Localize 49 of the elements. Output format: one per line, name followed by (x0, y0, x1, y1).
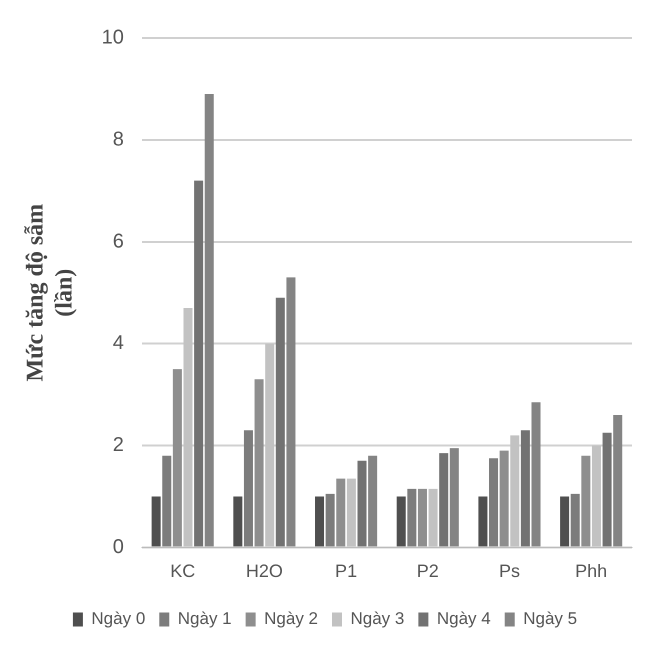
x-tick-label: KC (170, 561, 196, 582)
x-tick-label: Ps (498, 561, 520, 582)
bar (172, 369, 182, 546)
y-axis-title: Mức tăng độ sẫm (lần) (22, 204, 78, 382)
bar (450, 448, 459, 546)
x-tick-label: P1 (335, 561, 358, 582)
y-tick-label: 0 (112, 536, 124, 558)
bar (194, 180, 204, 546)
bar (560, 496, 570, 546)
bar (326, 494, 335, 546)
bar (357, 460, 367, 546)
bar (152, 496, 161, 546)
y-tick-label: 10 (102, 26, 124, 49)
legend-label: Ngày 4 (436, 609, 491, 628)
y-tick-label: 2 (112, 434, 124, 456)
legend-label: Ngày 2 (264, 609, 318, 628)
bar (570, 494, 580, 546)
y-tick-label: 4 (112, 332, 124, 354)
bar (233, 496, 242, 546)
bar (315, 496, 324, 546)
bar (336, 478, 346, 546)
bar (613, 414, 622, 546)
bar (368, 456, 378, 546)
bar (520, 430, 530, 546)
bar (276, 298, 285, 546)
x-tick-label: P2 (416, 561, 439, 582)
y-tick-label: 8 (112, 128, 124, 150)
bar (244, 430, 253, 546)
bar (602, 432, 612, 546)
x-tick-label: Phh (575, 561, 608, 582)
legend-label: Ngày 5 (523, 609, 578, 628)
bar (532, 402, 541, 546)
bar (439, 453, 448, 546)
bar (396, 496, 406, 546)
bar (418, 488, 427, 546)
x-tick-label: H2O (246, 561, 283, 582)
bar (489, 458, 498, 546)
bar (407, 488, 416, 546)
bar (286, 277, 296, 546)
bar (500, 450, 509, 546)
legend-label: Ngày 1 (178, 609, 232, 628)
bar (478, 496, 488, 546)
legend-label: Ngày 3 (350, 609, 404, 628)
legend-label: Ngày 0 (91, 609, 146, 628)
bar (162, 456, 172, 546)
bar (581, 456, 590, 546)
bar (204, 94, 214, 546)
y-tick-label: 6 (112, 230, 124, 252)
bar (254, 379, 264, 546)
